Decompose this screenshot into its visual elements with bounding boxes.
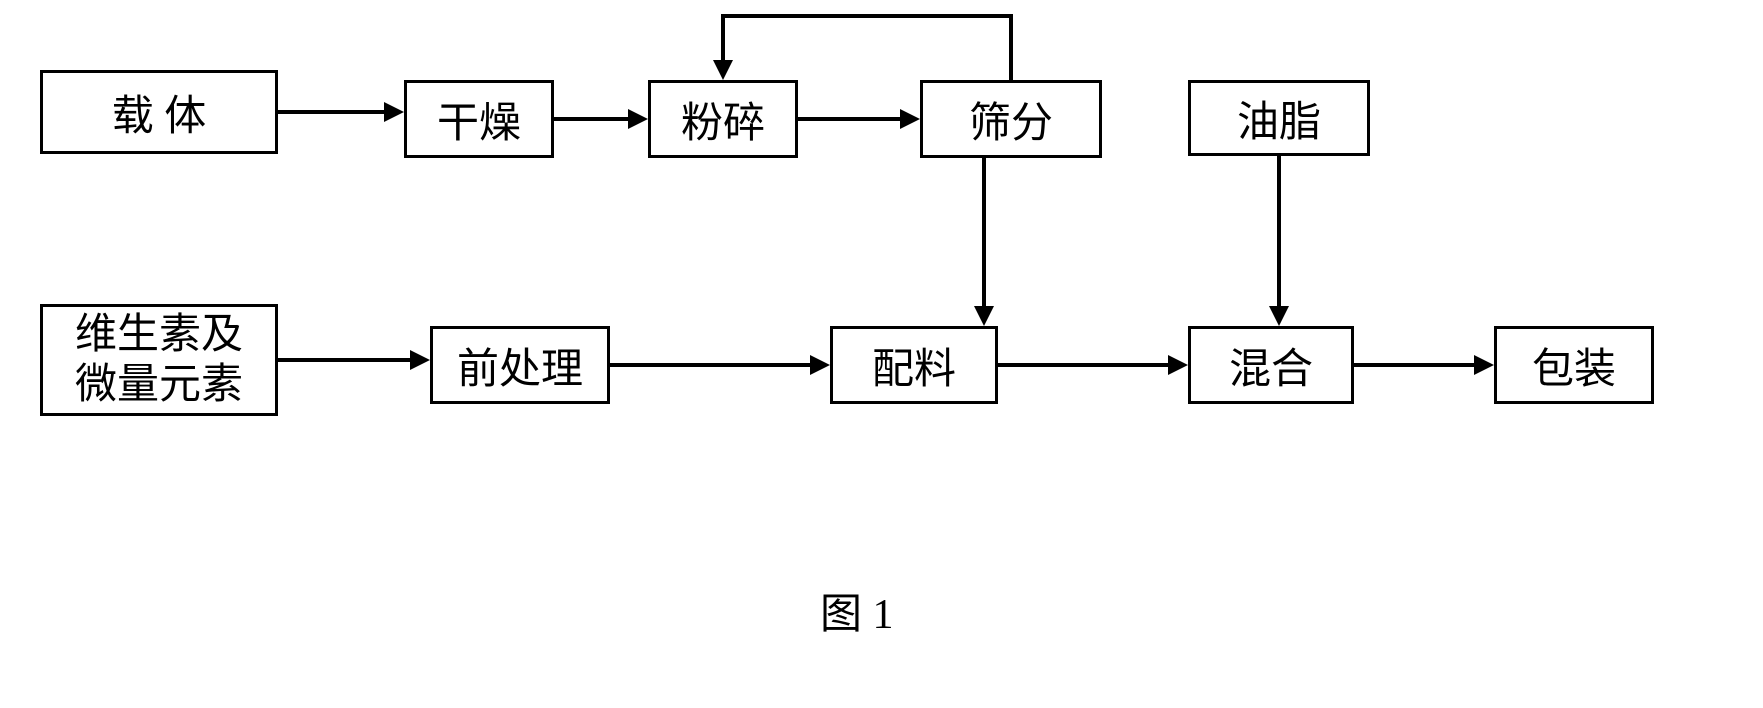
- caption-text: 图 1: [820, 592, 894, 638]
- label-ingredients: 配料: [872, 335, 956, 396]
- box-crush: 粉碎: [648, 80, 798, 158]
- box-oil: 油脂: [1188, 80, 1370, 156]
- box-ingredients: 配料: [830, 326, 998, 404]
- edge-ingredients-mix-line: [998, 363, 1168, 367]
- label-pack: 包装: [1532, 335, 1616, 396]
- edge-dry-crush-line: [554, 117, 628, 121]
- figure-caption: 图 1: [820, 580, 894, 641]
- label-dry: 干燥: [437, 89, 521, 150]
- label-oil: 油脂: [1237, 88, 1321, 149]
- edge-vitamins-pretreat-head: [410, 350, 430, 370]
- edge-crush-sieve-head: [900, 109, 920, 129]
- edge-loop-head: [713, 60, 733, 80]
- box-pack: 包装: [1494, 326, 1654, 404]
- label-pretreat: 前处理: [457, 335, 583, 396]
- label-carrier: 载 体: [112, 82, 207, 143]
- box-pretreat: 前处理: [430, 326, 610, 404]
- edge-mix-pack-line: [1354, 363, 1474, 367]
- label-sieve: 筛分: [969, 89, 1053, 150]
- box-sieve: 筛分: [920, 80, 1102, 158]
- edge-oil-mix-head: [1269, 306, 1289, 326]
- edge-sieve-ingredients-head: [974, 306, 994, 326]
- edge-pretreat-ingredients-line: [610, 363, 810, 367]
- edge-dry-crush-head: [628, 109, 648, 129]
- label-mix: 混合: [1229, 335, 1313, 396]
- edge-pretreat-ingredients-head: [810, 355, 830, 375]
- edge-loop-up: [1009, 14, 1013, 80]
- edge-carrier-dry-head: [384, 102, 404, 122]
- label-vitamins: 维生素及 微量元素: [75, 310, 243, 411]
- edge-sieve-ingredients-line: [982, 158, 986, 306]
- box-vitamins: 维生素及 微量元素: [40, 304, 278, 416]
- edge-carrier-dry-line: [278, 110, 384, 114]
- edge-vitamins-pretreat-line: [278, 358, 410, 362]
- label-crush: 粉碎: [681, 89, 765, 150]
- edge-crush-sieve-line: [798, 117, 900, 121]
- edge-loop-left: [721, 14, 1013, 18]
- edge-loop-down: [721, 14, 725, 60]
- edge-oil-mix-line: [1277, 156, 1281, 306]
- box-dry: 干燥: [404, 80, 554, 158]
- box-mix: 混合: [1188, 326, 1354, 404]
- box-carrier: 载 体: [40, 70, 278, 154]
- edge-mix-pack-head: [1474, 355, 1494, 375]
- edge-ingredients-mix-head: [1168, 355, 1188, 375]
